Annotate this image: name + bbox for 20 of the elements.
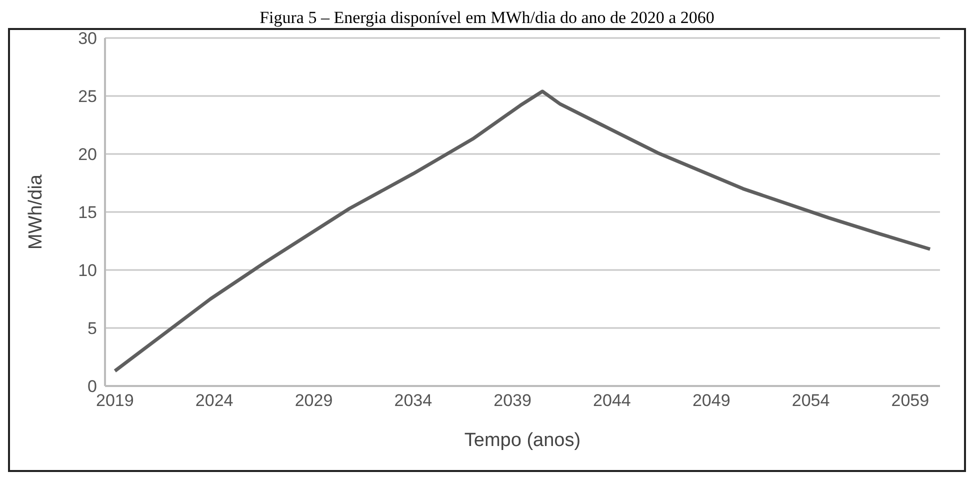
chart-title: Figura 5 – Energia disponível em MWh/dia do ano de 2020 a 2060 [258, 8, 716, 28]
x-tick-label: 2059 [891, 391, 930, 410]
x-tick-label: 2029 [294, 391, 333, 410]
x-tick-label: 2034 [394, 391, 432, 410]
y-tick-label: 0 [88, 377, 97, 396]
y-tick-label: 25 [78, 87, 97, 106]
y-tick-label: 30 [78, 29, 97, 48]
x-axis-title: Tempo (anos) [464, 430, 581, 451]
x-tick-label: 2049 [692, 391, 730, 410]
x-tick-label: 2019 [96, 391, 134, 410]
y-axis-title: MWh/dia [26, 174, 47, 250]
x-tick-label: 2024 [195, 391, 234, 410]
y-tick-label: 10 [78, 261, 97, 280]
x-tick-label: 2044 [593, 391, 631, 410]
y-tick-label: 5 [88, 319, 97, 338]
line-series [113, 90, 932, 373]
x-tick-label: 2054 [792, 391, 830, 410]
y-tick-label: 20 [78, 145, 97, 164]
y-tick-label: 15 [78, 203, 97, 222]
x-tick-label: 2039 [494, 391, 532, 410]
